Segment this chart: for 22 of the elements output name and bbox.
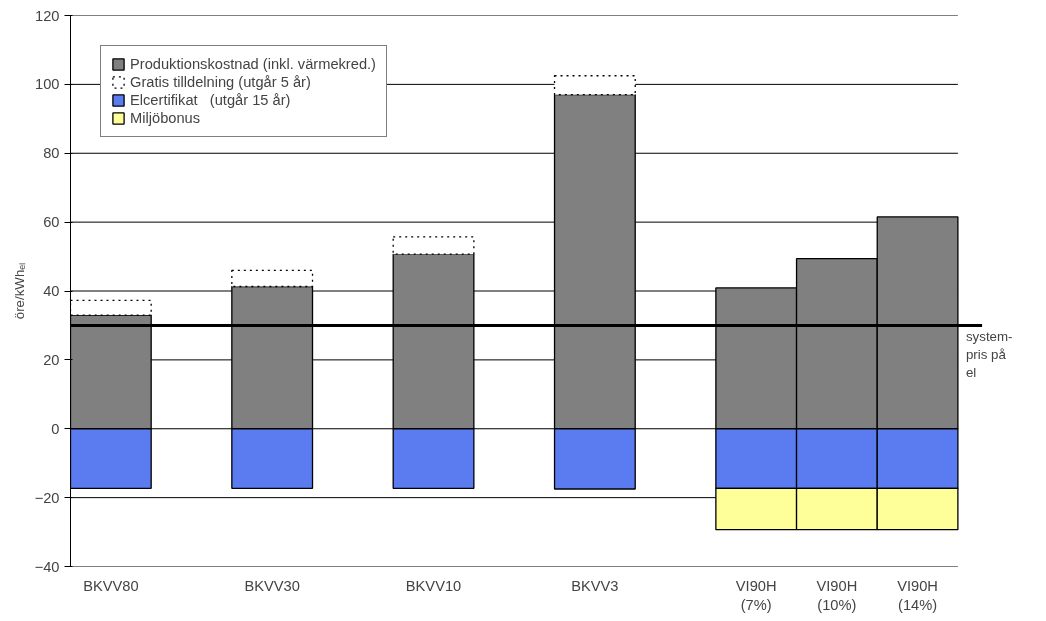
x-tick-label: VI90H (14%): [897, 577, 938, 613]
x-tick-label: BKVV80: [83, 577, 139, 594]
y-tick-label: 80: [43, 145, 60, 162]
y-tick-label: 40: [43, 283, 60, 299]
y-tick-label: −40: [34, 558, 60, 575]
x-tick-label: BKVV30: [244, 577, 300, 594]
legend-label: Gratis tilldelning (utgår 5 år): [130, 74, 311, 90]
x-tick-label: BKVV10: [405, 577, 462, 594]
x-tick-label: BKVV3: [571, 577, 619, 594]
ref-line-label: system-pris på el: [965, 329, 1013, 381]
y-axis-title: öre/kWhₑₗ: [11, 262, 27, 320]
x-tick-label: VI90H (10%): [816, 577, 858, 613]
y-tick-label: 20: [43, 351, 60, 368]
legend-label: Elcertifikat (utgår 15 år): [130, 92, 291, 108]
y-tick-label: 60: [43, 214, 60, 231]
y-tick-label: 100: [35, 76, 60, 93]
legend-label: Produktionskostnad (inkl. värmekred.): [130, 56, 377, 72]
legend-label: Miljöbonus: [130, 110, 201, 126]
y-tick-label: 120: [35, 7, 60, 24]
y-tick-label: 0: [51, 420, 60, 437]
y-tick-label: −20: [34, 489, 60, 506]
x-tick-label: VI90H (7%): [735, 577, 777, 613]
